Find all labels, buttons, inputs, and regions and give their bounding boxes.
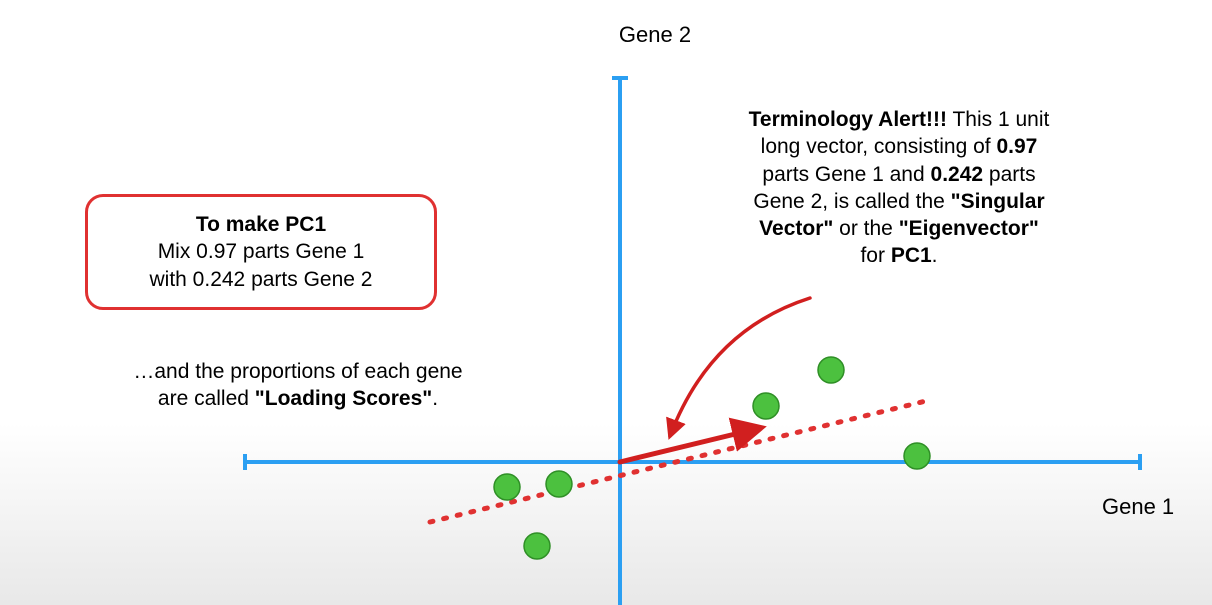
pc1-recipe-line1: Mix 0.97 parts Gene 1 bbox=[108, 238, 414, 265]
callout-arrow bbox=[670, 298, 810, 436]
loading-scores-text: …and the proportions of each gene are ca… bbox=[78, 358, 518, 413]
pc1-recipe-box: To make PC1 Mix 0.97 parts Gene 1 with 0… bbox=[85, 194, 437, 310]
scatter-points bbox=[494, 357, 930, 559]
terminology-alert-text: Terminology Alert!!! This 1 unit long ve… bbox=[664, 106, 1134, 270]
pc1-recipe-line2: with 0.242 parts Gene 2 bbox=[108, 266, 414, 293]
pc1-recipe-title: To make PC1 bbox=[108, 211, 414, 238]
x-axis-label: Gene 1 bbox=[1102, 494, 1174, 520]
y-axis-label: Gene 2 bbox=[619, 22, 691, 48]
